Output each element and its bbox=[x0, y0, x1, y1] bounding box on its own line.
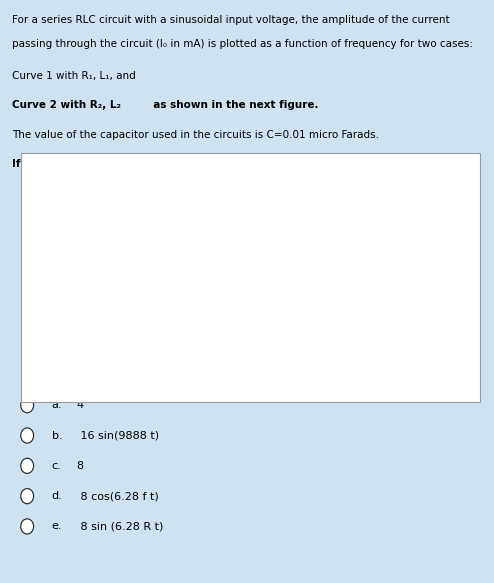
X-axis label: Frequency (f), Hz: Frequency (f), Hz bbox=[219, 389, 297, 398]
Circle shape bbox=[21, 398, 34, 413]
Text: as shown in the next figure.: as shown in the next figure. bbox=[146, 100, 318, 110]
Text: Curve 1 with R₁, L₁, and: Curve 1 with R₁, L₁, and bbox=[12, 71, 136, 81]
Text: 8: 8 bbox=[77, 461, 83, 471]
Text: c.: c. bbox=[52, 461, 62, 471]
Text: The value of the capacitor used in the circuits is C=0.01 micro Farads.: The value of the capacitor used in the c… bbox=[12, 129, 379, 140]
Text: d.: d. bbox=[52, 491, 63, 501]
Circle shape bbox=[21, 489, 34, 504]
Circle shape bbox=[21, 458, 34, 473]
Text: e.: e. bbox=[52, 521, 62, 532]
Text: 8 cos(6.28 f t): 8 cos(6.28 f t) bbox=[77, 491, 158, 501]
Text: Curve 2 with R₂, L₂: Curve 2 with R₂, L₂ bbox=[12, 100, 122, 110]
Circle shape bbox=[21, 519, 34, 534]
Text: For a series RLC circuit with a sinusoidal input voltage, the amplitude of the c: For a series RLC circuit with a sinusoid… bbox=[12, 15, 450, 24]
Text: 8 sin (6.28 R t): 8 sin (6.28 R t) bbox=[77, 521, 163, 532]
Text: 4: 4 bbox=[77, 400, 83, 410]
Text: If the value of R₂ =1600 Ohm then the input voltage (in volts) is:: If the value of R₂ =1600 Ohm then the in… bbox=[12, 159, 393, 169]
Text: passing through the circuit (I₀ in mA) is plotted as a function of frequency for: passing through the circuit (I₀ in mA) i… bbox=[12, 39, 473, 49]
Text: b.: b. bbox=[52, 430, 63, 441]
Text: 16 sin(9888 t): 16 sin(9888 t) bbox=[77, 430, 159, 441]
Circle shape bbox=[21, 428, 34, 443]
Text: 2: 2 bbox=[263, 253, 268, 262]
Text: a.: a. bbox=[52, 400, 62, 410]
